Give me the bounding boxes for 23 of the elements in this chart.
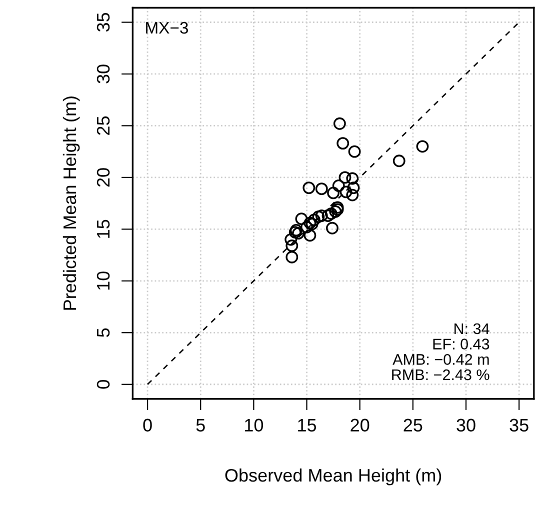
y-tick-label: 30 [96,64,110,84]
x-tick-label: 0 [143,418,152,432]
y-tick-label: 15 [97,220,110,238]
x-tick-label: 20 [350,418,370,432]
x-tick-label: 35 [510,418,528,432]
annotation: MX−3 [146,22,188,34]
y-tick-label: 0 [96,380,110,389]
x-tick-label: 10 [245,418,264,432]
x-axis-title: Observed Mean Height (m) [225,468,442,486]
y-tick-label: 25 [96,116,110,135]
x-tick-label: 25 [404,418,422,432]
annotation: AMB: −0.42 m [392,354,489,365]
y-tick-label: 5 [97,328,110,337]
y-tick-label: 10 [96,272,110,290]
annotation: N: 34 [454,323,490,334]
x-tick-label: 15 [298,418,316,432]
y-tick-label: 20 [96,168,110,187]
annotation: RMB: −2.43 % [392,369,490,380]
x-tick-label: 5 [196,418,205,432]
x-tick-label: 30 [456,418,476,432]
annotation: EF: 0.43 [433,338,490,350]
y-tick-label: 35 [96,12,110,32]
y-axis-title: Predicted Mean Height (m) [62,96,80,310]
